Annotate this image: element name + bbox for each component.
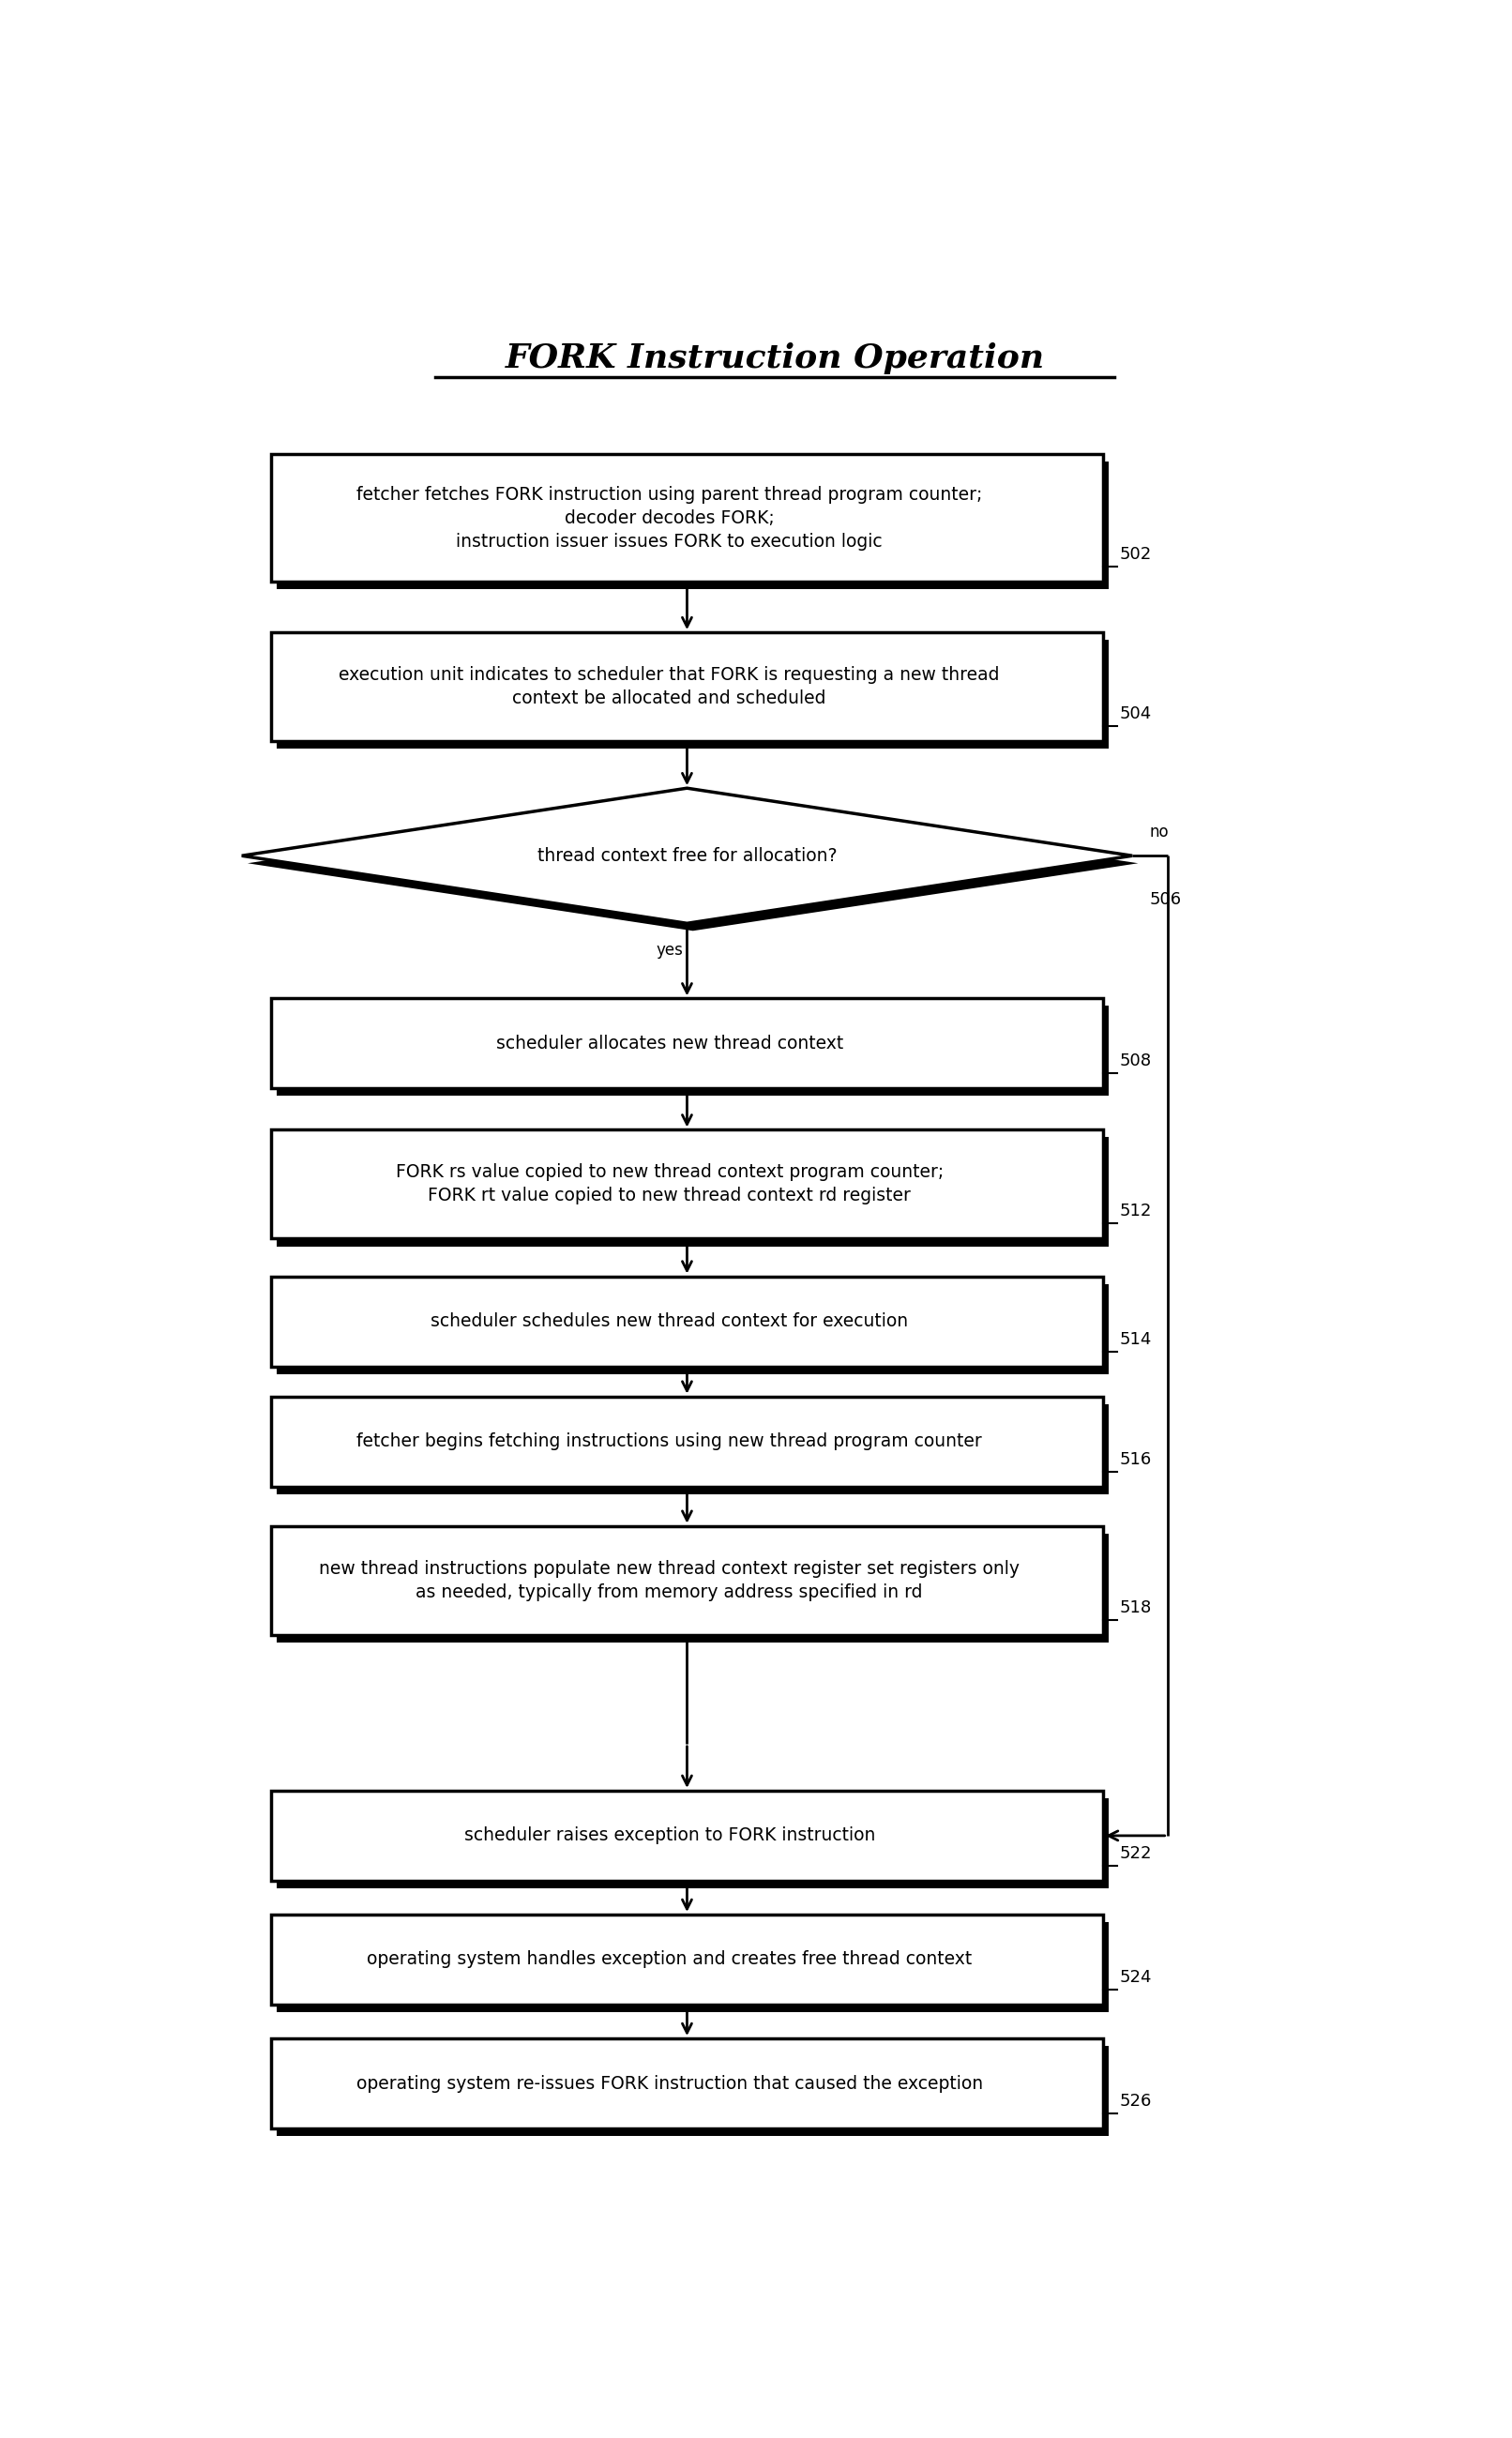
Text: 508: 508 bbox=[1119, 1053, 1152, 1070]
Text: 514: 514 bbox=[1119, 1331, 1152, 1348]
Polygon shape bbox=[242, 787, 1132, 924]
Text: FORK rs value copied to new thread context program counter;
FORK rt value copied: FORK rs value copied to new thread conte… bbox=[396, 1163, 943, 1204]
FancyBboxPatch shape bbox=[277, 639, 1108, 748]
Text: thread context free for allocation?: thread context free for allocation? bbox=[537, 846, 836, 865]
FancyBboxPatch shape bbox=[277, 1285, 1108, 1375]
Text: 516: 516 bbox=[1119, 1451, 1152, 1468]
Text: 522: 522 bbox=[1119, 1846, 1152, 1863]
FancyBboxPatch shape bbox=[271, 1789, 1102, 1880]
FancyBboxPatch shape bbox=[277, 461, 1108, 590]
Text: 512: 512 bbox=[1119, 1202, 1152, 1219]
Text: no: no bbox=[1149, 824, 1169, 841]
FancyBboxPatch shape bbox=[271, 1526, 1102, 1636]
Text: fetcher fetches FORK instruction using parent thread program counter;
decoder de: fetcher fetches FORK instruction using p… bbox=[357, 485, 983, 551]
FancyBboxPatch shape bbox=[277, 2045, 1108, 2136]
FancyBboxPatch shape bbox=[277, 1921, 1108, 2011]
Text: FORK Instruction Operation: FORK Instruction Operation bbox=[505, 341, 1045, 373]
FancyBboxPatch shape bbox=[271, 1129, 1102, 1239]
FancyBboxPatch shape bbox=[271, 1275, 1102, 1365]
Text: 504: 504 bbox=[1119, 705, 1152, 722]
Text: scheduler schedules new thread context for execution: scheduler schedules new thread context f… bbox=[431, 1312, 909, 1331]
Polygon shape bbox=[248, 795, 1139, 931]
FancyBboxPatch shape bbox=[271, 453, 1102, 583]
FancyBboxPatch shape bbox=[271, 1000, 1102, 1087]
Text: fetcher begins fetching instructions using new thread program counter: fetcher begins fetching instructions usi… bbox=[357, 1434, 983, 1451]
FancyBboxPatch shape bbox=[271, 1397, 1102, 1487]
FancyBboxPatch shape bbox=[277, 1799, 1108, 1887]
Text: scheduler raises exception to FORK instruction: scheduler raises exception to FORK instr… bbox=[464, 1826, 875, 1846]
FancyBboxPatch shape bbox=[277, 1136, 1108, 1246]
FancyBboxPatch shape bbox=[277, 1007, 1108, 1097]
Text: 524: 524 bbox=[1119, 1970, 1152, 1987]
FancyBboxPatch shape bbox=[271, 2038, 1102, 2128]
Text: 518: 518 bbox=[1119, 1599, 1152, 1616]
FancyBboxPatch shape bbox=[277, 1404, 1108, 1494]
Text: execution unit indicates to scheduler that FORK is requesting a new thread
conte: execution unit indicates to scheduler th… bbox=[339, 666, 999, 707]
Text: scheduler allocates new thread context: scheduler allocates new thread context bbox=[496, 1034, 844, 1053]
Text: 526: 526 bbox=[1119, 2092, 1152, 2109]
FancyBboxPatch shape bbox=[277, 1534, 1108, 1643]
Text: yes: yes bbox=[656, 941, 683, 958]
Text: 502: 502 bbox=[1119, 546, 1152, 563]
FancyBboxPatch shape bbox=[271, 1914, 1102, 2004]
Text: operating system handles exception and creates free thread context: operating system handles exception and c… bbox=[367, 1950, 972, 1967]
Text: operating system re-issues FORK instruction that caused the exception: operating system re-issues FORK instruct… bbox=[357, 2075, 983, 2092]
FancyBboxPatch shape bbox=[271, 631, 1102, 741]
Text: new thread instructions populate new thread context register set registers only
: new thread instructions populate new thr… bbox=[319, 1560, 1019, 1602]
Text: 506: 506 bbox=[1149, 892, 1182, 909]
